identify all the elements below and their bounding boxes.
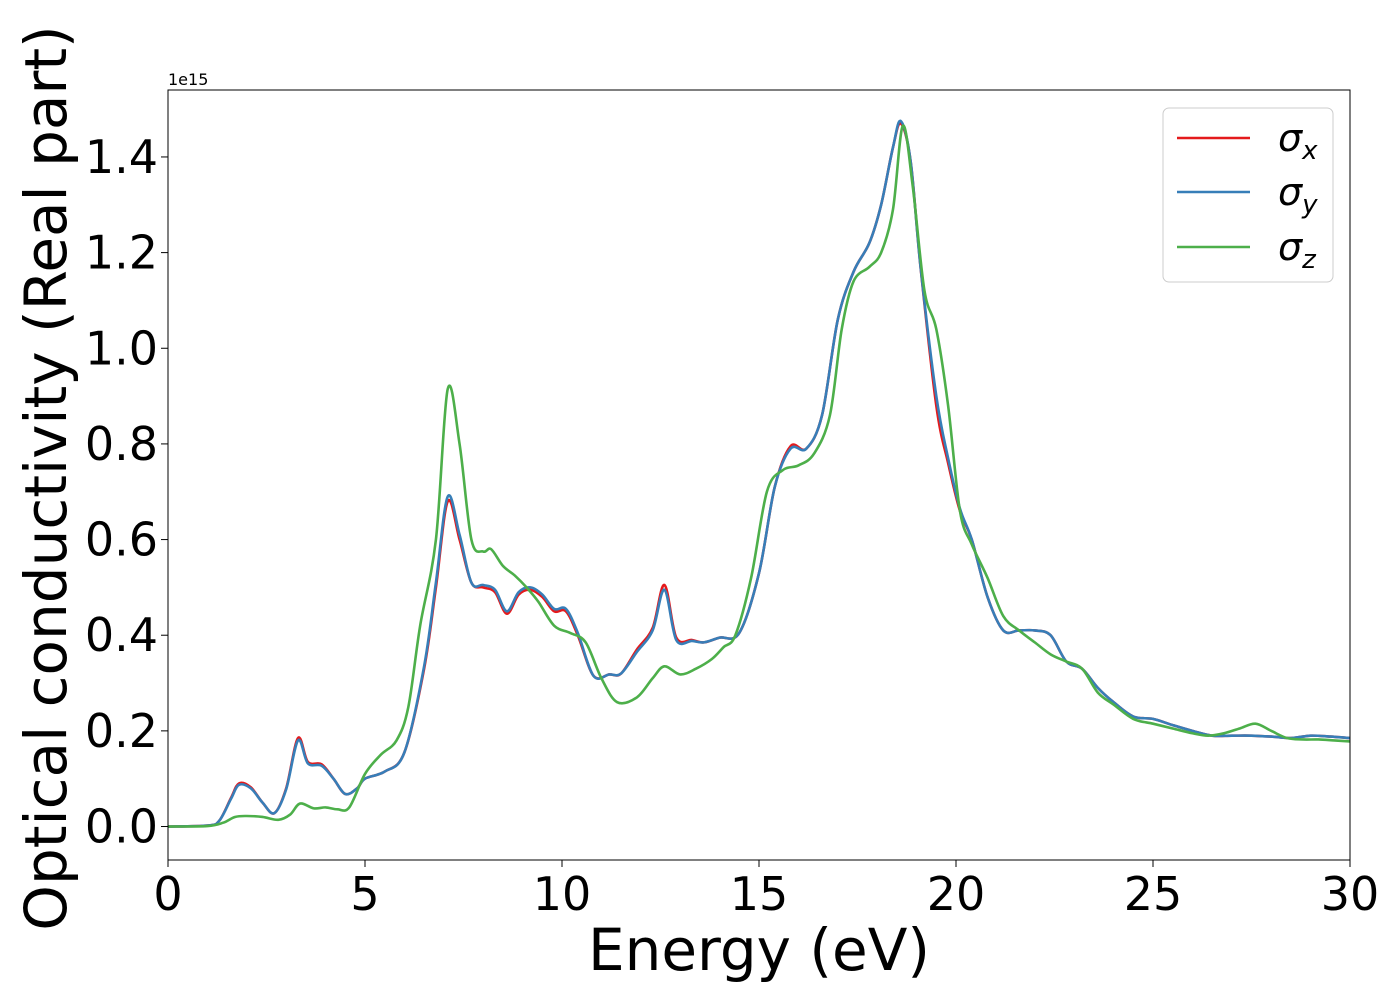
legend-label: σy xyxy=(1278,170,1318,220)
legend-label: σx xyxy=(1278,116,1318,166)
legend-box xyxy=(1162,107,1334,283)
series-layer xyxy=(168,119,1350,828)
x-tick-label: 0 xyxy=(153,867,182,921)
y-tick-label: 0.2 xyxy=(85,704,158,758)
y-tick-label: 0.4 xyxy=(85,608,158,662)
x-axis: 0 5 10 15 20 25 30 xyxy=(153,860,1379,921)
y-axis: 0.0 0.2 0.4 0.6 0.8 1.0 1.2 1.4 xyxy=(85,130,168,854)
x-tick-label: 15 xyxy=(730,867,789,921)
x-tick-label: 10 xyxy=(533,867,592,921)
legend-entry-y: σy xyxy=(1177,170,1318,220)
y-tick-label: 1.0 xyxy=(85,321,158,375)
legend-entry-x: σx xyxy=(1177,116,1318,166)
y-tick-label: 0.6 xyxy=(85,513,158,567)
x-tick-label: 30 xyxy=(1321,867,1380,921)
x-tick-label: 25 xyxy=(1124,867,1183,921)
y-tick-label: 0.0 xyxy=(85,800,158,854)
x-axis-title: Energy (eV) xyxy=(588,916,930,984)
series-line-z xyxy=(168,124,1350,828)
legend-entry-z: σz xyxy=(1177,225,1317,275)
y-axis-title: Optical conductivity (Real part) xyxy=(12,25,80,930)
y-tick-label: 1.4 xyxy=(85,130,158,184)
x-tick-label: 5 xyxy=(350,867,379,921)
y-tick-label: 0.8 xyxy=(85,417,158,471)
y-tick-label: 1.2 xyxy=(85,226,158,280)
x-tick-label: 20 xyxy=(927,867,986,921)
legend-label: σz xyxy=(1278,225,1317,275)
y-offset-text: 1e15 xyxy=(168,70,208,89)
